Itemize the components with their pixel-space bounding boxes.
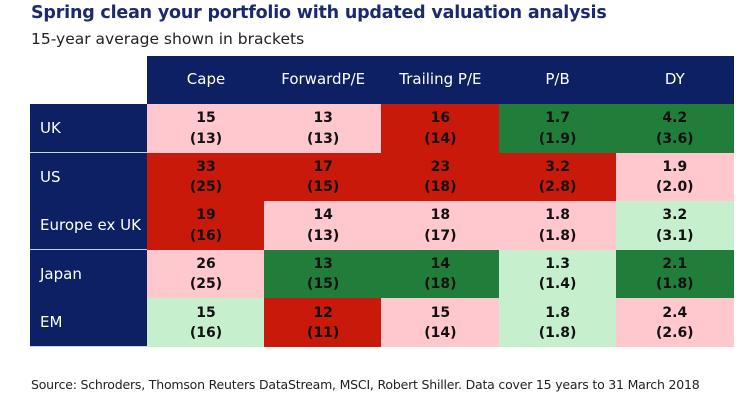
table-cell: 3.2 (2.8) bbox=[498, 152, 617, 202]
cell-15yr-average: (3.6) bbox=[655, 130, 694, 147]
cell-value: 17 bbox=[313, 158, 333, 175]
table-cell: 4.2 (3.6) bbox=[615, 104, 734, 153]
table-cell: 1.8 (1.8) bbox=[498, 298, 617, 348]
cell-value: 16 bbox=[430, 110, 451, 127]
cell-15yr-average: (1.4) bbox=[538, 276, 577, 293]
cell-15yr-average: (16) bbox=[189, 324, 223, 341]
column-header: Cape bbox=[147, 56, 265, 104]
row-label: Europe ex UK bbox=[30, 201, 147, 251]
cell-value: 1.8 bbox=[545, 304, 570, 321]
column-header: P/B bbox=[498, 56, 617, 104]
cell-value: 19 bbox=[196, 207, 216, 224]
table-cell: 15 (14) bbox=[381, 298, 500, 348]
table-cell: 1.8 (1.8) bbox=[498, 201, 617, 251]
table-cell: 14 (18) bbox=[381, 249, 500, 299]
table-cell: 15 (13) bbox=[147, 104, 265, 153]
cell-value: 13 bbox=[313, 110, 333, 127]
table-cell: 23 (18) bbox=[381, 152, 500, 202]
table-cell: 12 (11) bbox=[264, 298, 383, 348]
cell-value: 1.7 bbox=[545, 110, 570, 127]
cell-15yr-average: (2.6) bbox=[655, 324, 694, 341]
cell-15yr-average: (16) bbox=[189, 227, 223, 244]
cell-value: 15 bbox=[430, 304, 451, 321]
cell-15yr-average: (13) bbox=[189, 130, 223, 147]
cell-15yr-average: (1.8) bbox=[538, 324, 577, 341]
column-header: Forward P/E bbox=[264, 56, 383, 104]
cell-15yr-average: (11) bbox=[307, 324, 340, 341]
column-header: Trailing P/E bbox=[381, 56, 500, 104]
row-label: US bbox=[30, 152, 147, 202]
cell-15yr-average: (3.1) bbox=[655, 227, 694, 244]
cell-value: 3.2 bbox=[662, 207, 688, 224]
cell-value: 13 bbox=[313, 256, 333, 272]
cell-value: 18 bbox=[430, 207, 451, 224]
cell-15yr-average: (15) bbox=[307, 276, 340, 293]
cell-value: 14 bbox=[313, 207, 333, 224]
chart-title: Spring clean your portfolio with updated… bbox=[31, 3, 607, 23]
table-cell: 16 (14) bbox=[381, 104, 500, 153]
cell-value: 14 bbox=[430, 256, 451, 272]
cell-value: 15 bbox=[196, 304, 216, 321]
table-cell: 33 (25) bbox=[147, 152, 265, 202]
cell-15yr-average: (18) bbox=[424, 179, 457, 196]
cell-15yr-average: (14) bbox=[424, 130, 457, 147]
chart-subtitle: 15-year average shown in brackets bbox=[31, 30, 305, 48]
cell-value: 23 bbox=[430, 158, 451, 175]
row-label: Japan bbox=[30, 249, 147, 299]
cell-value: 26 bbox=[196, 256, 216, 272]
table-cell: 13 (15) bbox=[264, 249, 383, 299]
cell-value: 12 bbox=[313, 304, 333, 321]
column-header: DY bbox=[615, 56, 734, 104]
cell-value: 33 bbox=[196, 158, 216, 175]
cell-15yr-average: (1.8) bbox=[538, 227, 577, 244]
table-cell: 3.2 (3.1) bbox=[615, 201, 734, 251]
source-footnote: Source: Schroders, Thomson Reuters DataS… bbox=[31, 377, 700, 392]
table-cell: 14 (13) bbox=[264, 201, 383, 251]
cell-15yr-average: (25) bbox=[189, 276, 223, 293]
cell-value: 3.2 bbox=[545, 158, 570, 175]
cell-15yr-average: (15) bbox=[307, 179, 340, 196]
table-cell: 19 (16) bbox=[147, 201, 265, 251]
row-label: EM bbox=[30, 298, 147, 348]
table-cell: 1.3 (1.4) bbox=[498, 249, 617, 299]
table-cell: 18 (17) bbox=[381, 201, 500, 251]
cell-15yr-average: (13) bbox=[307, 130, 340, 147]
cell-value: 1.9 bbox=[662, 158, 688, 175]
table-cell: 13 (13) bbox=[264, 104, 383, 153]
cell-15yr-average: (1.8) bbox=[655, 276, 694, 293]
cell-value: 2.4 bbox=[662, 304, 688, 321]
cell-15yr-average: (2.0) bbox=[655, 179, 694, 196]
table-cell: 2.4 (2.6) bbox=[615, 298, 734, 348]
cell-15yr-average: (2.8) bbox=[538, 179, 577, 196]
cell-value: 4.2 bbox=[662, 110, 688, 127]
cell-15yr-average: (1.9) bbox=[538, 130, 577, 147]
cell-15yr-average: (18) bbox=[424, 276, 457, 293]
cell-value: 15 bbox=[196, 110, 216, 127]
cell-15yr-average: (25) bbox=[189, 179, 223, 196]
table-cell: 17 (15) bbox=[264, 152, 383, 202]
row-label: UK bbox=[30, 104, 147, 153]
cell-value: 1.8 bbox=[545, 207, 570, 224]
table-cell: 26 (25) bbox=[147, 249, 265, 299]
table-cell: 1.9 (2.0) bbox=[615, 152, 734, 202]
cell-value: 1.3 bbox=[545, 256, 570, 272]
table-cell: 2.1 (1.8) bbox=[615, 249, 734, 299]
table-cell: 15 (16) bbox=[147, 298, 265, 348]
table-cell: 1.7 (1.9) bbox=[498, 104, 617, 153]
cell-15yr-average: (14) bbox=[424, 324, 457, 341]
cell-15yr-average: (17) bbox=[424, 227, 457, 244]
cell-15yr-average: (13) bbox=[307, 227, 340, 244]
cell-value: 2.1 bbox=[662, 256, 688, 272]
